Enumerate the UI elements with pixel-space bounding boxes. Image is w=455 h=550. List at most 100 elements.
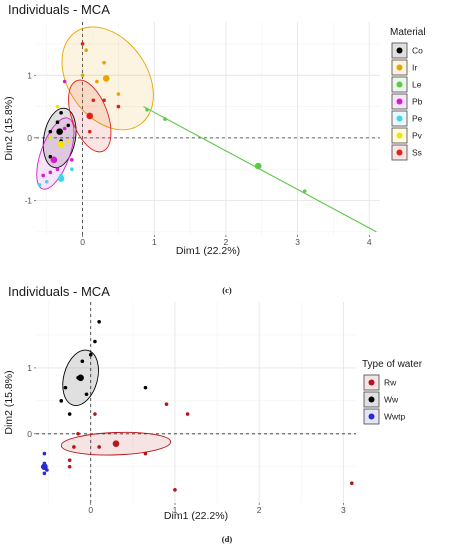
data-point-pv [66,139,71,143]
data-point-ww [67,412,72,416]
legend-label-rw: Rw [384,378,397,388]
confidence-ellipse-co [42,107,77,169]
legend-marker-pe [396,115,403,122]
x-tick-label: 1 [152,237,157,247]
data-point-ss [102,98,106,103]
figure-caption-c: (c) [222,285,232,295]
legend-marker-ir [396,64,403,71]
x-tick-label: 1 [173,505,178,515]
data-point-ir [95,79,99,84]
y-tick-label: 1 [27,70,32,80]
centroid-pe [57,175,65,182]
centroid-ss [86,112,94,120]
data-point-co [59,111,63,115]
chart-panel-c: Individuals - MCA 0 1 2 3 4 -1 0 1 Dim1 (22.2%) Di… [3,2,426,295]
legend-label-ss: Ss [412,148,422,158]
data-point-pe [44,179,49,184]
grid [36,22,380,235]
centroid-co [56,128,63,135]
legend-title: Type of water [362,359,423,370]
legend-label-pv: Pv [412,131,423,141]
centroid-ww [77,374,84,382]
data-point-rw [173,488,177,492]
data-point-ww [93,339,97,344]
series-line-le [143,106,377,233]
data-point-pb [48,170,53,175]
y-tick-label: 0 [27,429,32,439]
data-point-pb [70,158,74,162]
data-point-ww [143,385,148,390]
data-point-ss [116,104,121,109]
legend-title: Material [390,27,426,38]
legend-marker-wwtp [368,413,375,420]
legend: Type of water Rw Ww Wwtp [362,359,423,425]
data-point-ww [88,352,93,357]
legend-marker-ss [396,149,403,156]
data-point-rw [93,412,97,416]
data-point-rw [349,481,354,486]
data-point-rw [67,458,72,462]
data-point-pv [55,104,60,109]
y-axis-label: Dim2 (15.8%) [3,96,15,160]
x-axis-label: Dim1 (22.2%) [164,510,228,522]
y-tick-label: 0 [27,133,32,143]
data-point-ww [63,385,68,390]
legend-marker-co [396,47,403,54]
centroid-pb [50,156,58,164]
legend-label-pe: Pe [412,114,423,124]
data-point-pb [41,173,45,178]
legend: Material Co Ir Le Pb Pe Pv Ss [390,27,426,161]
data-point-ww [59,399,64,403]
data-point-rw [97,445,101,449]
legend-marker-le [396,81,403,88]
data-point-co [66,123,71,128]
data-point-rw [185,412,190,416]
data-point-ir [84,48,88,52]
centroid-rw [112,440,120,447]
y-tick-label: 1 [27,363,32,373]
data-point-ss [87,129,92,134]
centroid-wwtp [41,463,48,471]
data-point-ss [80,42,85,46]
legend-label-wwtp: Wwtp [384,412,406,422]
data-point-pb [55,167,60,172]
centroid-ir [102,75,110,82]
data-point-ww [84,392,89,397]
data-point-ir [80,73,85,78]
x-tick-label: 3 [295,237,300,247]
legend-label-le: Le [412,80,422,90]
data-point-co [48,129,53,134]
legend-label-pb: Pb [412,97,423,107]
confidence-ellipse-pb [36,117,75,190]
x-tick-label: 0 [80,237,85,247]
data-point-ww [97,319,101,324]
x-axis-label: Dim1 (22.2%) [176,245,240,257]
data-point-ww [80,359,85,364]
x-tick-label: 2 [257,505,262,515]
data-point-ir [116,92,121,96]
data-point-rw [76,432,80,436]
data-point-le [145,107,149,112]
data-point-pv [48,136,53,140]
legend-marker-rw [368,379,375,386]
legend-marker-ww [368,396,375,403]
centroid-pv [57,140,65,148]
data-point-wwtp [42,471,47,476]
x-tick-label: 2 [224,237,229,247]
x-tick-label: 3 [341,505,346,515]
data-point-rw [143,451,148,456]
legend-marker-pb [396,98,403,105]
legend-marker-pv [396,132,403,139]
data-point-co [48,154,53,159]
legend-label-ww: Ww [384,395,399,405]
y-tick-label: -1 [24,196,32,206]
data-point-rw [72,445,76,449]
data-point-pe [37,183,42,187]
figure-caption-d: (d) [222,534,233,544]
chart-title: Individuals - MCA [8,284,110,299]
data-point-le [163,117,167,121]
x-tick-label: 4 [367,237,372,247]
